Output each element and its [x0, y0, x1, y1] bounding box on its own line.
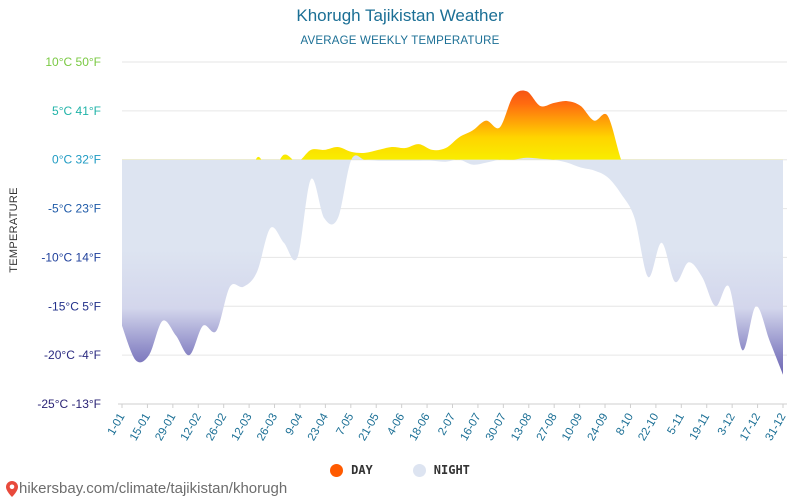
x-tick-label: 26-02	[204, 412, 229, 443]
x-tick-label: 2-07	[436, 412, 458, 438]
y-axis-label: TEMPERATURE	[8, 187, 20, 273]
night-dot-icon	[412, 463, 426, 477]
x-tick-label: 4-06	[385, 412, 407, 438]
x-tick-label: 26-03	[255, 412, 280, 443]
x-tick-label: 12-02	[179, 412, 204, 443]
x-tick-label: 31-12	[763, 412, 788, 443]
x-tick-label: 21-05	[357, 412, 382, 443]
x-tick-label: 3-12	[716, 412, 738, 438]
x-tick-label: 10-09	[560, 412, 585, 443]
y-tick-label: 5°C 41°F	[52, 104, 101, 118]
x-tick-label: 17-12	[738, 412, 763, 443]
x-tick-label: 12-03	[230, 412, 255, 443]
x-tick-label: 18-06	[408, 412, 433, 443]
x-tick-label: 22-10	[636, 412, 661, 443]
source-url: hikersbay.com/climate/tajikistan/khorugh	[19, 480, 288, 497]
x-tick-label: 19-11	[688, 412, 713, 443]
map-pin-icon	[6, 480, 18, 497]
x-tick-label: 15-01	[128, 412, 153, 443]
x-tick-label: 29-01	[153, 412, 178, 443]
source-link[interactable]: hikersbay.com/climate/tajikistan/khorugh	[6, 480, 287, 497]
x-tick-label: 8-10	[614, 412, 636, 438]
y-tick-label: -15°C 5°F	[48, 299, 101, 313]
day-dot-icon	[330, 463, 344, 477]
x-tick-label: 9-04	[284, 411, 306, 437]
night-series-area	[122, 155, 783, 375]
x-tick-label: 23-04	[306, 411, 331, 443]
y-tick-label: -5°C 23°F	[48, 202, 101, 216]
x-tick-label: 24-09	[586, 412, 611, 443]
x-tick-label: 5-11	[665, 412, 686, 437]
x-tick-label: 7-05	[334, 412, 356, 438]
y-tick-label: -25°C -13°F	[37, 397, 101, 411]
y-tick-label: 0°C 32°F	[52, 153, 101, 167]
legend: DAY NIGHT	[0, 463, 800, 477]
chart-subtitle: AVERAGE WEEKLY TEMPERATURE	[300, 35, 500, 47]
legend-night-label: NIGHT	[433, 463, 470, 477]
x-tick-label: 27-08	[535, 412, 560, 443]
legend-day-label: DAY	[351, 463, 373, 477]
x-tick-label: 13-08	[509, 412, 534, 443]
x-tick-label: 16-07	[458, 412, 483, 443]
legend-item-night[interactable]: NIGHT	[412, 463, 470, 477]
legend-item-day[interactable]: DAY	[330, 463, 373, 477]
y-tick-label: 10°C 50°F	[45, 55, 101, 69]
chart-title: Khorugh Tajikistan Weather	[296, 6, 504, 25]
y-tick-label: -10°C 14°F	[41, 250, 101, 264]
x-tick-label: 30-07	[484, 412, 509, 443]
y-tick-label: -20°C -4°F	[44, 348, 101, 362]
x-tick-label: 1-01	[106, 412, 128, 438]
